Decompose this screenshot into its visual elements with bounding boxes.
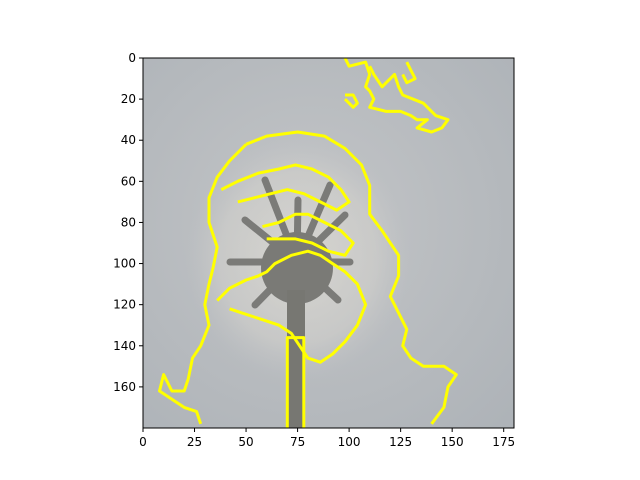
stem bbox=[287, 290, 305, 428]
contour-0 bbox=[343, 58, 450, 134]
x-tick-label: 150 bbox=[441, 435, 464, 449]
y-tick-label: 20 bbox=[121, 92, 136, 106]
contour-1 bbox=[343, 93, 359, 109]
y-tick-label: 160 bbox=[113, 380, 136, 394]
x-tick-label: 125 bbox=[389, 435, 412, 449]
x-tick-label: 75 bbox=[290, 435, 305, 449]
contour-3 bbox=[245, 130, 458, 425]
y-tick-label: 40 bbox=[121, 133, 136, 147]
x-tick-label: 0 bbox=[139, 435, 147, 449]
x-tick-label: 175 bbox=[492, 435, 515, 449]
x-tick-label: 25 bbox=[187, 435, 202, 449]
contour-8 bbox=[220, 163, 351, 212]
x-tick-label: 100 bbox=[338, 435, 361, 449]
contour-7 bbox=[262, 212, 355, 257]
contour-2 bbox=[401, 61, 417, 85]
contour-4 bbox=[158, 143, 248, 425]
contour-6 bbox=[216, 249, 368, 364]
y-axis: 0 20 40 60 80 100 120 140 160 bbox=[113, 51, 143, 394]
y-tick-label: 80 bbox=[121, 215, 136, 229]
y-tick-label: 140 bbox=[113, 339, 136, 353]
x-tick-label: 50 bbox=[238, 435, 253, 449]
y-tick-label: 100 bbox=[113, 257, 136, 271]
segmentation-contours bbox=[158, 58, 458, 428]
seed-head-center bbox=[261, 232, 333, 304]
y-tick-label: 60 bbox=[121, 174, 136, 188]
plot-frame bbox=[142, 57, 515, 429]
x-axis: 0 25 50 75 100 125 150 175 bbox=[139, 428, 515, 449]
y-tick-label: 120 bbox=[113, 298, 136, 312]
plot-area bbox=[143, 58, 514, 428]
y-tick-label: 0 bbox=[128, 51, 136, 65]
